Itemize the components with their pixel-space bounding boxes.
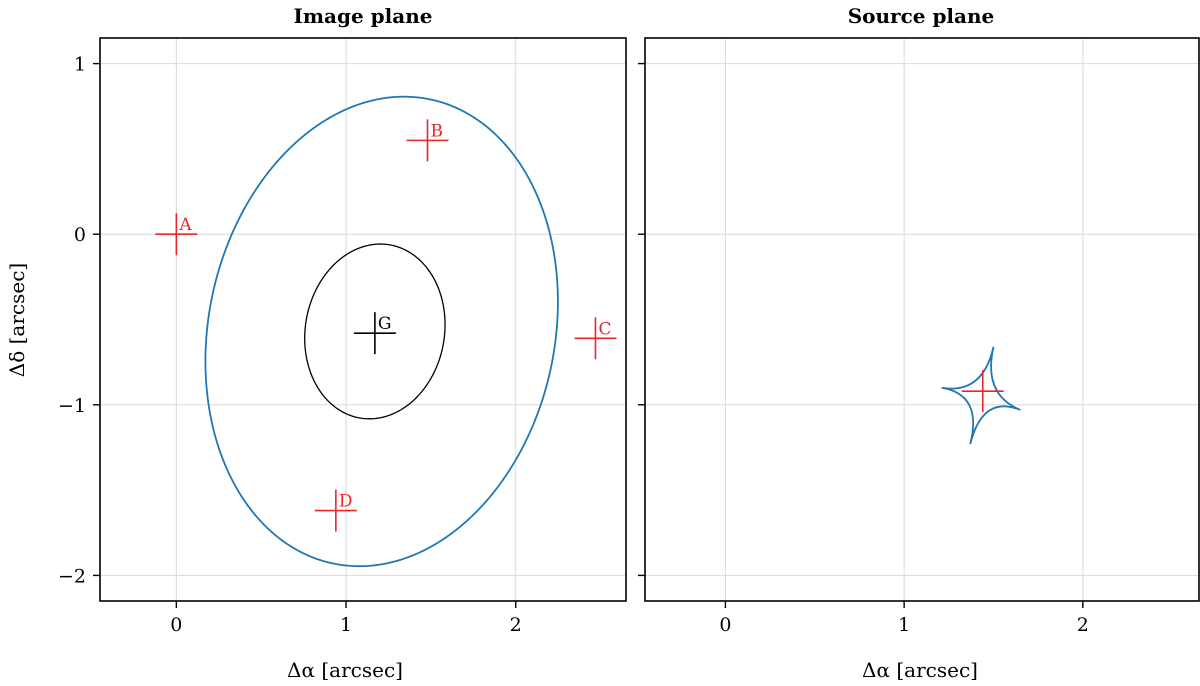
image-plane-point-b-label: B [430, 121, 443, 141]
image-plane-point-c-label: C [598, 319, 611, 339]
source-plane-title: Source plane [848, 4, 995, 28]
image-plane-plot-area [155, 95, 617, 568]
image-plane-point-g [353, 312, 396, 355]
image-plane-curve-1 [304, 243, 446, 420]
source-plane-xtick-label-2: 2 [1077, 614, 1089, 636]
source-plane-plot-area [941, 346, 1021, 445]
image-plane-point-a [155, 213, 198, 256]
source-plane-xtick-label-1: 1 [898, 614, 910, 636]
source-plane-source-point [961, 370, 1004, 413]
source-plane-xlabel: Δα [arcsec] [862, 658, 978, 682]
source-plane-xtick-label-0: 0 [719, 614, 731, 636]
source-plane-frame [644, 37, 1200, 602]
image-plane-ytick-label-2: −1 [58, 395, 86, 417]
image-plane-ytick-label-3: −2 [58, 565, 86, 587]
image-plane-ylabel: Δδ [arcsec] [5, 263, 29, 377]
image-plane-ytick-label-0: 1 [74, 54, 86, 76]
image-plane-ytick-label-1: 0 [74, 224, 86, 246]
source-plane-curve-0 [941, 346, 1021, 445]
image-plane-point-a-label: A [178, 215, 192, 235]
image-plane-xtick-label-0: 0 [170, 614, 182, 636]
image-plane-point-d [314, 489, 357, 532]
image-plane-xtick-label-1: 1 [340, 614, 352, 636]
source-plane-panel: Source plane Δα [arcsec] 0 1 2 [638, 4, 1200, 682]
image-plane-xtick-label-2: 2 [510, 614, 522, 636]
image-plane-xlabel: Δα [arcsec] [287, 658, 403, 682]
image-plane-frame [99, 37, 627, 602]
image-plane-point-g-label: G [378, 314, 392, 334]
image-plane-point-d-label: D [339, 492, 353, 512]
image-plane-title: Image plane [294, 4, 433, 28]
image-plane-point-c [574, 317, 617, 360]
image-plane-curve-0 [204, 95, 559, 568]
image-plane-panel: Image plane Δα [arcsec] Δδ [arcsec] 0 1 2 1… [5, 4, 627, 682]
image-plane-point-b [406, 119, 449, 162]
